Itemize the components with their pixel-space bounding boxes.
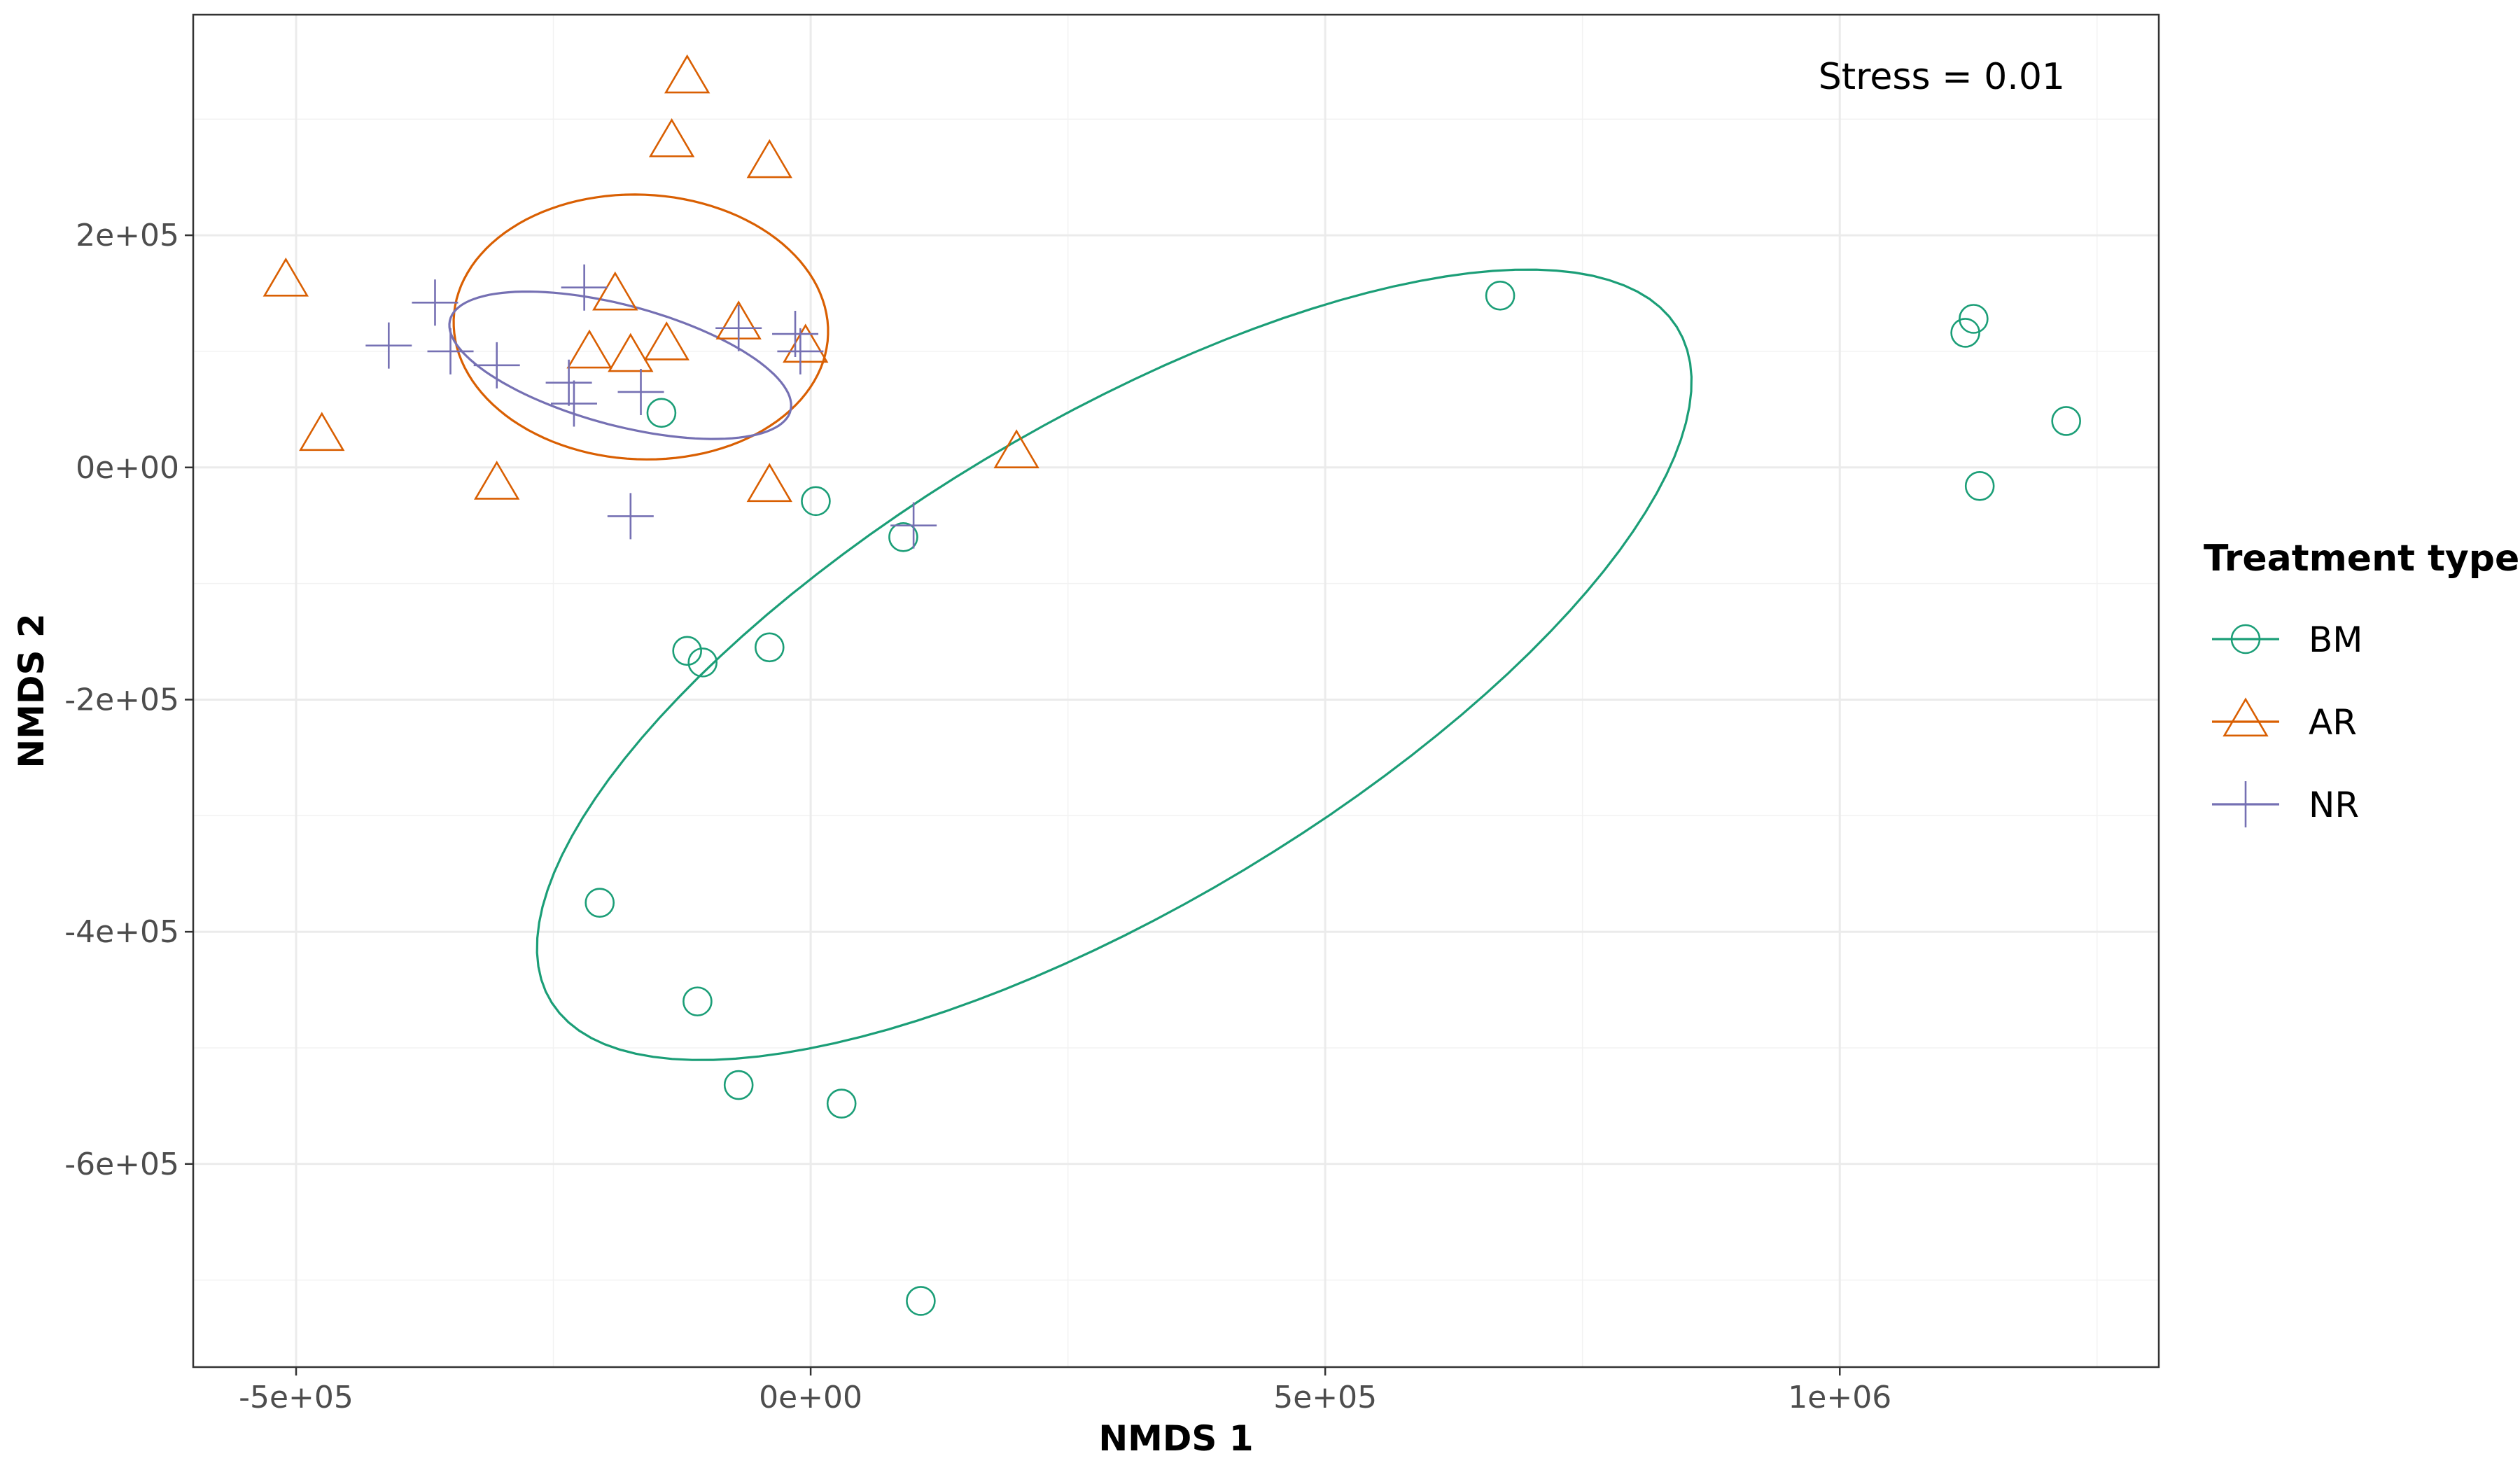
point-bm — [672, 636, 702, 666]
point-nr — [473, 342, 520, 388]
ellipse-nr — [448, 290, 792, 440]
point-bm — [1950, 318, 1980, 348]
point-nr — [890, 502, 937, 549]
point-nr — [607, 493, 654, 540]
y-tick-label: 0e+00 — [76, 450, 179, 486]
ellipse-bm — [536, 268, 1693, 1061]
point-nr — [777, 328, 824, 374]
point-bm — [906, 1286, 936, 1316]
x-tick-label: 0e+00 — [759, 1380, 862, 1415]
y-tick-label: -4e+05 — [64, 914, 179, 950]
point-nr — [617, 368, 664, 415]
legend-label: BM — [2309, 620, 2362, 660]
legend-item-nr: NR — [2212, 781, 2359, 827]
point-nr — [427, 328, 474, 374]
point-bm — [682, 986, 713, 1016]
stress-annotation: Stress = 0.01 — [1819, 56, 2065, 98]
legend-item-ar: AR — [2212, 697, 2357, 743]
y-tick-label: -2e+05 — [64, 682, 179, 718]
point-bm — [2051, 406, 2081, 436]
grid-lines — [193, 15, 2159, 1367]
legend-key-circle — [2230, 624, 2261, 654]
point-ar — [746, 463, 792, 503]
x-tick-label: -5e+05 — [239, 1380, 354, 1415]
ellipse-ar — [452, 193, 830, 461]
point-bm — [687, 648, 718, 678]
point-bm — [754, 632, 785, 663]
axis-ticks: -5e+05 0e+00 5e+05 1e+06 -6e+05 -4e+05 -2e+05 0… — [64, 218, 1891, 1415]
point-ar — [643, 321, 690, 360]
point-bm — [1485, 281, 1516, 311]
point-bm — [646, 398, 677, 428]
point-ar — [746, 139, 792, 178]
legend-key-cross — [2222, 781, 2269, 827]
legend-title: Treatment type — [2204, 538, 2519, 580]
confidence-ellipses — [448, 193, 1693, 1061]
point-bm — [584, 888, 615, 918]
point-nr — [715, 304, 762, 351]
point-nr — [545, 359, 592, 406]
x-tick-label: 5e+05 — [1273, 1380, 1377, 1415]
legend-label: NR — [2309, 785, 2359, 825]
x-tick-label: 1e+06 — [1788, 1380, 1891, 1415]
plot-panel-background — [193, 15, 2159, 1367]
legend: Treatment type BM AR NR — [2204, 538, 2519, 827]
point-bm — [723, 1070, 754, 1100]
point-ar — [608, 332, 654, 372]
point-ar — [664, 54, 710, 94]
point-nr — [550, 380, 597, 427]
point-nr — [365, 322, 412, 369]
plot-panel-border — [192, 13, 2160, 1368]
point-ar — [592, 271, 638, 311]
point-ar — [993, 429, 1040, 469]
y-tick-label: -6e+05 — [64, 1147, 179, 1182]
point-ar — [648, 118, 695, 158]
point-nr — [772, 311, 819, 358]
point-bm — [801, 486, 831, 517]
point-ar — [566, 329, 612, 369]
point-bm — [826, 1088, 857, 1119]
point-ar — [299, 412, 345, 451]
x-axis-title: NMDS 1 — [1098, 1418, 1253, 1459]
y-tick-label: 2e+05 — [76, 218, 179, 253]
point-bm — [888, 522, 918, 552]
point-ar — [474, 461, 520, 500]
y-axis-title: NMDS 2 — [11, 613, 52, 768]
point-ar — [262, 257, 309, 297]
point-bm — [1959, 304, 1989, 334]
legend-label: AR — [2309, 702, 2357, 743]
legend-item-bm: BM — [2212, 620, 2362, 660]
point-bm — [1964, 470, 1995, 501]
point-nr — [412, 279, 458, 326]
legend-key-triangle — [2222, 697, 2269, 737]
data-points — [262, 54, 2081, 1316]
point-nr — [561, 264, 608, 311]
